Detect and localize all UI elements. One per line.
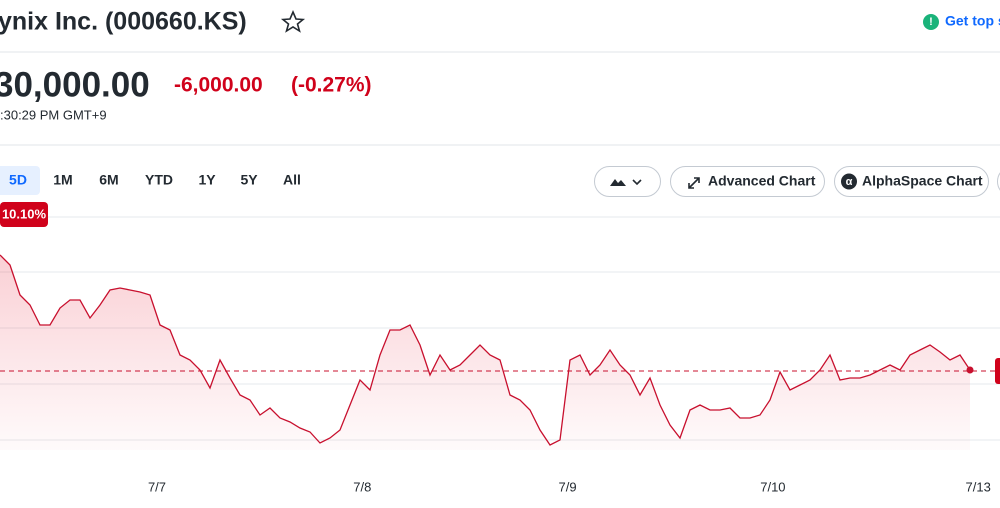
- tool-label: Advanced Chart: [708, 173, 816, 189]
- plot: 7/7 7/8 7/9 7/10 7/13: [0, 255, 1000, 494]
- range-button[interactable]: 1M: [53, 172, 72, 188]
- badge-label: 10.10%: [2, 206, 47, 221]
- quote-time: :30:29 PM GMT+9: [0, 107, 107, 122]
- price: 30,000.00: [0, 65, 150, 104]
- chart-type-button[interactable]: [595, 167, 661, 197]
- title: ynix Inc. (000660.KS): [0, 8, 247, 36]
- range-button[interactable]: 6M: [99, 172, 118, 188]
- x-tick-label: 7/9: [559, 479, 577, 494]
- x-tick-label: 7/7: [148, 479, 166, 494]
- x-tick-label: 7/8: [353, 479, 371, 494]
- last-point: [967, 367, 974, 374]
- alpha-icon-mark: α: [846, 176, 853, 188]
- range-button[interactable]: YTD: [145, 172, 173, 188]
- promo-link[interactable]: Get top s: [945, 13, 1000, 29]
- change-percent: (-0.27%): [291, 74, 372, 97]
- area-fill: [0, 255, 970, 450]
- range-button[interactable]: 5D: [9, 172, 27, 188]
- x-tick-label: 7/10: [760, 479, 785, 494]
- price-tag: [995, 358, 1000, 384]
- range-button[interactable]: All: [283, 172, 301, 188]
- x-tick-label: 7/13: [966, 479, 991, 494]
- range-button[interactable]: 5Y: [240, 172, 258, 188]
- promo-icon-mark: !: [929, 16, 933, 28]
- range-button[interactable]: 1Y: [198, 172, 216, 188]
- watchlist-star[interactable]: [283, 12, 303, 31]
- change: -6,000.00: [174, 74, 263, 97]
- range-buttons: 5D 1M 6M YTD 1Y 5Y All: [9, 172, 301, 188]
- tool-label: AlphaSpace Chart: [862, 173, 983, 189]
